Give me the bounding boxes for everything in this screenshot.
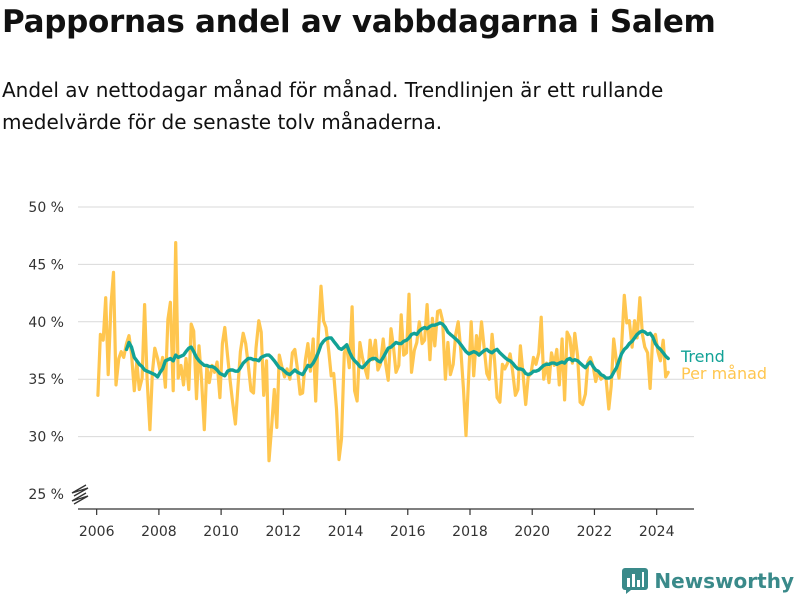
x-axis: 2006 2008 2010 2012 2014 2016 2018 2020 2022 2024 <box>78 508 694 540</box>
axis-break-icon <box>71 484 89 505</box>
newsworthy-logo: Newsworthy <box>622 568 794 594</box>
chart-title: Pappornas andel av vabbdagarna i Salem <box>2 4 716 40</box>
x-tick-label: 2024 <box>639 524 675 540</box>
y-tick-label: 50 % <box>28 200 64 216</box>
x-tick-label: 2008 <box>141 524 177 540</box>
series-line-0 <box>96 241 670 463</box>
brand-name: Newsworthy <box>654 569 794 593</box>
x-tick-label: 2014 <box>328 524 364 540</box>
legend-label-0: Per månad <box>681 364 767 383</box>
x-tick-label: 2022 <box>577 524 613 540</box>
y-axis-ticks: 25 % 30 % 35 % 40 % 45 % 50 % <box>28 200 64 503</box>
y-tick-label: 45 % <box>28 257 64 273</box>
bar-chart-logo-icon <box>622 568 649 594</box>
chart-subtitle: Andel av nettodagar månad för månad. Tre… <box>2 78 664 134</box>
x-tick-label: 2016 <box>390 524 426 540</box>
y-tick-label: 40 % <box>28 315 64 331</box>
series-layer <box>96 241 670 463</box>
x-tick-label: 2006 <box>79 524 115 540</box>
x-tick-label: 2020 <box>514 524 550 540</box>
y-tick-label: 25 % <box>28 487 64 503</box>
x-tick-label: 2012 <box>266 524 302 540</box>
y-tick-label: 30 % <box>28 430 64 446</box>
legend-label-1: Trend <box>680 347 725 366</box>
gridlines <box>78 206 694 438</box>
series-line-1 <box>124 321 670 380</box>
y-tick-label: 35 % <box>28 372 64 388</box>
x-tick-label: 2018 <box>452 524 488 540</box>
x-tick-label: 2010 <box>203 524 239 540</box>
